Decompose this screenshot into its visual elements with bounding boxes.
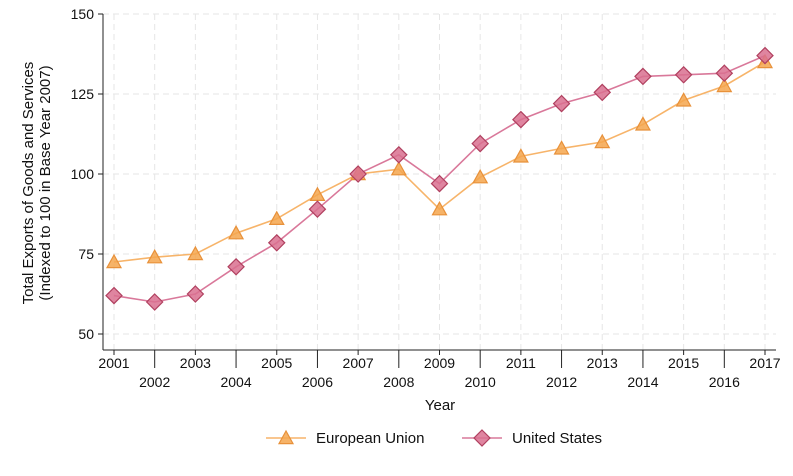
united-states-point <box>145 293 164 311</box>
united-states-point <box>593 83 612 102</box>
european-union-point <box>228 224 245 240</box>
united-states-point <box>471 134 490 153</box>
series <box>105 46 774 311</box>
united-states-point <box>308 200 327 219</box>
united-states-point <box>715 64 734 83</box>
y-tick-label: 100 <box>71 166 95 182</box>
european-union-point <box>716 77 733 93</box>
european-union-point <box>472 168 489 184</box>
european-union-point <box>268 210 285 225</box>
european-union-point <box>675 92 692 107</box>
legend-european-union-label: European Union <box>316 430 424 447</box>
united-states-point <box>227 257 245 276</box>
european-union-point <box>146 248 163 264</box>
x-tick-label: 2015 <box>668 355 699 371</box>
y-tick-label: 75 <box>78 246 94 262</box>
x-tick-label: 2002 <box>139 374 170 390</box>
european-union-point <box>105 253 123 269</box>
x-tick-label: 2008 <box>383 374 414 390</box>
y-tick-label: 125 <box>71 86 95 102</box>
y-tick-label: 50 <box>78 326 94 342</box>
axis-ticks: 50 75 100 125 150 2001 2002 2003 2004 2005 2006 200… <box>71 6 781 390</box>
united-states-point <box>756 46 774 65</box>
y-axis-title-line1: Total Exports of Goods and Services <box>20 62 37 305</box>
united-states-point <box>674 65 693 84</box>
european-union-line <box>113 61 766 263</box>
y-axis-title-line2: (Indexed to 100 in Base Year 2007) <box>37 65 54 300</box>
united-states-point <box>105 286 123 305</box>
european-union-point <box>634 116 651 131</box>
european-union-point <box>553 140 570 155</box>
x-tick-label: 2001 <box>98 355 129 371</box>
x-tick-label: 2016 <box>709 374 740 390</box>
x-tick-label: 2013 <box>587 355 618 371</box>
x-axis-title: Year <box>425 397 455 414</box>
legend-european-union-marker <box>277 429 295 445</box>
united-states-point <box>512 110 530 129</box>
united-states-point <box>430 174 449 193</box>
european-union-point <box>187 245 204 261</box>
x-tick-label: 2010 <box>465 374 496 390</box>
legend: European Union United States <box>266 429 602 447</box>
y-tick-label: 150 <box>71 6 95 22</box>
european-union-point <box>309 186 326 201</box>
european-union-point <box>594 133 611 149</box>
x-tick-label: 2014 <box>627 374 658 390</box>
x-tick-label: 2009 <box>424 355 455 371</box>
legend-united-states-marker <box>473 429 491 447</box>
united-states-point <box>552 94 571 113</box>
x-tick-label: 2017 <box>749 355 780 371</box>
united-states-point <box>186 285 205 303</box>
x-tick-label: 2012 <box>546 374 577 390</box>
x-tick-label: 2006 <box>302 374 333 390</box>
united-states-point <box>389 145 408 164</box>
x-tick-label: 2007 <box>343 355 374 371</box>
legend-united-states-label: United States <box>512 430 602 447</box>
european-union-point <box>431 200 448 216</box>
united-states-point <box>349 165 367 183</box>
united-states-point <box>267 233 286 252</box>
european-union-point <box>390 160 407 176</box>
x-tick-label: 2011 <box>506 355 536 371</box>
united-states-point <box>634 67 652 86</box>
x-tick-label: 2004 <box>220 374 251 390</box>
x-tick-label: 2003 <box>180 355 211 371</box>
x-tick-label: 2005 <box>261 355 292 371</box>
european-union-point <box>512 148 529 163</box>
